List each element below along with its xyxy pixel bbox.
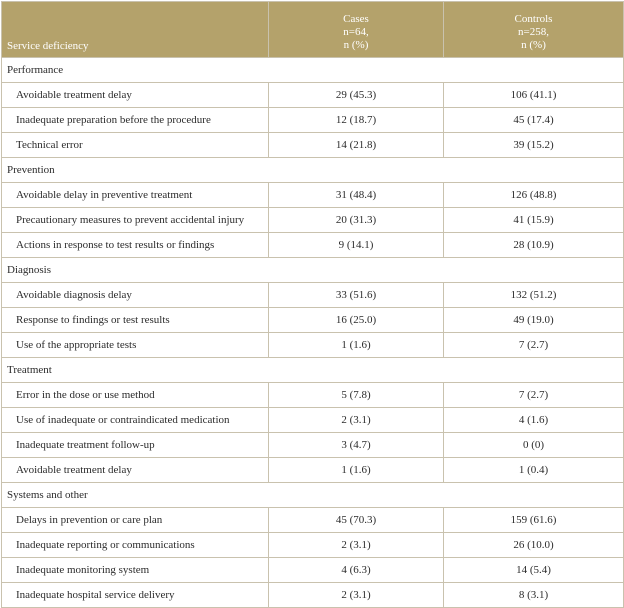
row-label: Response to findings or test results	[1, 307, 269, 333]
header-line: n (%)	[521, 39, 546, 51]
row-label: Avoidable treatment delay	[1, 82, 269, 108]
cell-value: 2 (3.1)	[268, 532, 444, 558]
data-row: Avoidable treatment delay 1 (1.6) 1 (0.4)	[1, 457, 624, 483]
cell-value: 126 (48.8)	[443, 182, 624, 208]
section-title: Diagnosis	[1, 257, 624, 283]
cell-value: 3 (4.7)	[268, 432, 444, 458]
data-row: Use of the appropriate tests 1 (1.6) 7 (2.…	[1, 332, 624, 358]
cell-value: 45 (70.3)	[268, 507, 444, 533]
row-label: Error in the dose or use method	[1, 382, 269, 408]
cell-value: 2 (3.1)	[268, 582, 444, 608]
cell-value: 7 (2.7)	[443, 332, 624, 358]
row-label: Avoidable delay in preventive treatment	[1, 182, 269, 208]
row-label: Precautionary measures to prevent accide…	[1, 207, 269, 233]
cell-value: 14 (21.8)	[268, 132, 444, 158]
row-label: Inadequate treatment follow-up	[1, 432, 269, 458]
cell-value: 39 (15.2)	[443, 132, 624, 158]
section-title: Performance	[1, 57, 624, 83]
header-line: Controls	[514, 13, 553, 25]
row-label: Inadequate hospital service delivery	[1, 582, 269, 608]
row-label: Use of the appropriate tests	[1, 332, 269, 358]
cell-value: 31 (48.4)	[268, 182, 444, 208]
section-row: Prevention	[1, 157, 624, 183]
header-cell: Controls n=258, n (%)	[443, 1, 624, 58]
cell-value: 14 (5.4)	[443, 557, 624, 583]
data-row: Delays in prevention or care plan 45 (70.…	[1, 507, 624, 533]
data-row: Inadequate preparation before the proced…	[1, 107, 624, 133]
data-row: Precautionary measures to prevent accide…	[1, 207, 624, 233]
data-row: Inadequate reporting or communications 2 …	[1, 532, 624, 558]
cell-value: 33 (51.6)	[268, 282, 444, 308]
cell-value: 2 (3.1)	[268, 407, 444, 433]
data-row: Inadequate hospital service delivery 2 (3…	[1, 582, 624, 608]
cell-value: 4 (1.6)	[443, 407, 624, 433]
header-line: n=258,	[518, 26, 549, 38]
section-row: Diagnosis	[1, 257, 624, 283]
data-row: Response to findings or test results 16 (…	[1, 307, 624, 333]
data-row: Error in the dose or use method 5 (7.8) 7 …	[1, 382, 624, 408]
data-row: Avoidable treatment delay 29 (45.3) 106 (4…	[1, 82, 624, 108]
row-label: Avoidable treatment delay	[1, 457, 269, 483]
data-row: Inadequate treatment follow-up 3 (4.7) 0 (…	[1, 432, 624, 458]
row-label: Actions in response to test results or f…	[1, 232, 269, 258]
header-cell: Cases n=64, n (%)	[268, 1, 444, 58]
row-label: Technical error	[1, 132, 269, 158]
header-line: n=64,	[343, 26, 369, 38]
cell-value: 1 (1.6)	[268, 332, 444, 358]
cell-value: 159 (61.6)	[443, 507, 624, 533]
cell-value: 7 (2.7)	[443, 382, 624, 408]
row-label: Inadequate preparation before the proced…	[1, 107, 269, 133]
section-title: Prevention	[1, 157, 624, 183]
header-line: Cases	[343, 13, 369, 25]
cell-value: 132 (51.2)	[443, 282, 624, 308]
cell-value: 8 (3.1)	[443, 582, 624, 608]
section-row: Systems and other	[1, 482, 624, 508]
row-label: Delays in prevention or care plan	[1, 507, 269, 533]
cell-value: 1 (1.6)	[268, 457, 444, 483]
section-title: Systems and other	[1, 482, 624, 508]
cell-value: 45 (17.4)	[443, 107, 624, 133]
cell-value: 29 (45.3)	[268, 82, 444, 108]
header-line: Service deficiency	[7, 40, 89, 52]
data-row: Avoidable diagnosis delay 33 (51.6) 132 (5…	[1, 282, 624, 308]
cell-value: 106 (41.1)	[443, 82, 624, 108]
cell-value: 26 (10.0)	[443, 532, 624, 558]
section-title: Treatment	[1, 357, 624, 383]
data-row: Use of inadequate or contraindicated med…	[1, 407, 624, 433]
section-row: Treatment	[1, 357, 624, 383]
cell-value: 16 (25.0)	[268, 307, 444, 333]
cell-value: 49 (19.0)	[443, 307, 624, 333]
data-row: Technical error 14 (21.8) 39 (15.2)	[1, 132, 624, 158]
row-label: Use of inadequate or contraindicated med…	[1, 407, 269, 433]
section-row: Performance	[1, 57, 624, 83]
header-line: n (%)	[343, 39, 369, 51]
cell-value: 28 (10.9)	[443, 232, 624, 258]
cell-value: 41 (15.9)	[443, 207, 624, 233]
data-row: Inadequate monitoring system 4 (6.3) 14 (5…	[1, 557, 624, 583]
cell-value: 20 (31.3)	[268, 207, 444, 233]
data-row: Avoidable delay in preventive treatment 3…	[1, 182, 624, 208]
cell-value: 9 (14.1)	[268, 232, 444, 258]
row-label: Inadequate reporting or communications	[1, 532, 269, 558]
header-cell: Service deficiency	[1, 1, 269, 58]
data-row: Actions in response to test results or f…	[1, 232, 624, 258]
cell-value: 5 (7.8)	[268, 382, 444, 408]
cell-value: 4 (6.3)	[268, 557, 444, 583]
header-row: Service deficiency Cases n=64, n (%) Control…	[1, 1, 624, 58]
cell-value: 1 (0.4)	[443, 457, 624, 483]
cell-value: 12 (18.7)	[268, 107, 444, 133]
row-label: Inadequate monitoring system	[1, 557, 269, 583]
row-label: Avoidable diagnosis delay	[1, 282, 269, 308]
cell-value: 0 (0)	[443, 432, 624, 458]
